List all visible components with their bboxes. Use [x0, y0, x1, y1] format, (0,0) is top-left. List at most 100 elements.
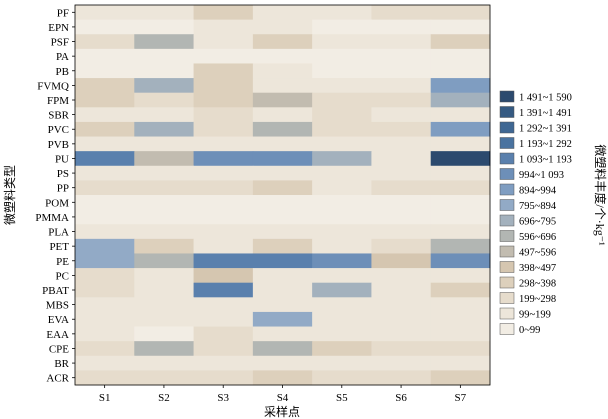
x-tick-label: S4 — [277, 392, 289, 404]
heatmap-cell — [312, 121, 372, 137]
heatmap-cell — [371, 48, 432, 64]
heatmap-cell — [193, 48, 254, 64]
y-tick-label: POM — [45, 197, 69, 209]
heatmap-cell — [75, 326, 135, 342]
heatmap-cell — [193, 121, 254, 137]
legend-label: 795~894 — [519, 201, 557, 212]
legend-label: 1 292~1 391 — [519, 124, 572, 135]
heatmap-cell — [430, 34, 491, 50]
heatmap-cell — [134, 136, 194, 152]
heatmap-cell — [430, 19, 491, 35]
heatmap-cell — [252, 297, 313, 313]
heatmap-cell — [252, 19, 313, 35]
heatmap-cell — [312, 224, 372, 240]
heatmap-cell — [252, 48, 313, 64]
heatmap-cell — [134, 326, 194, 342]
legend-label: 696~795 — [519, 217, 556, 228]
heatmap-cell — [312, 297, 372, 313]
heatmap-cell — [75, 224, 135, 240]
heatmap-cell — [134, 355, 194, 371]
x-tick-label: S5 — [336, 392, 348, 404]
y-tick-label: EVA — [48, 314, 69, 326]
heatmap-cell — [371, 253, 432, 269]
heatmap-cell — [371, 326, 432, 342]
heatmap-cell — [75, 297, 135, 313]
heatmap-cell — [134, 78, 194, 94]
heatmap-cell — [252, 253, 313, 269]
heatmap-cell — [312, 34, 372, 50]
y-tick-label: PC — [56, 270, 69, 282]
y-tick-label: PF — [57, 7, 69, 19]
heatmap-cell — [134, 195, 194, 211]
heatmap-cell — [75, 253, 135, 269]
heatmap-cell — [134, 121, 194, 137]
y-tick-label: PS — [57, 168, 69, 180]
y-tick-label: ACR — [46, 373, 69, 385]
heatmap-cell — [430, 92, 491, 108]
x-tick-labels: S1 S2 S3 S4 S5 S6 S7 — [99, 385, 467, 404]
heatmap-cell — [134, 92, 194, 108]
heatmap-cell — [75, 282, 135, 298]
heatmap-cell — [371, 107, 432, 123]
heatmap-cell — [252, 92, 313, 108]
heatmap-cell — [75, 107, 135, 123]
heatmap-cell — [193, 136, 254, 152]
legend-swatch — [499, 214, 515, 227]
heatmap-cell — [193, 195, 254, 211]
heatmap-cell — [75, 370, 135, 386]
heatmap-cell — [134, 209, 194, 225]
heatmap-cell — [252, 311, 313, 327]
y-tick-label: PE — [56, 256, 69, 268]
y-tick-label: EAA — [46, 329, 69, 341]
heatmap-cell — [134, 180, 194, 196]
heatmap-cell — [252, 165, 313, 181]
heatmap-cell — [193, 5, 254, 21]
legend-swatch — [499, 307, 515, 320]
heatmap-cells — [75, 5, 491, 386]
heatmap-cell — [252, 326, 313, 342]
heatmap-cell — [430, 341, 491, 357]
heatmap-cell — [312, 136, 372, 152]
heatmap-cell — [252, 268, 313, 284]
heatmap-cell — [371, 19, 432, 35]
heatmap-cell — [430, 253, 491, 269]
y-tick-labels: PF EPN PSF PA PB FVMQ FPM SBR PVC PVB PU PS PP POM PMM… — [35, 7, 75, 385]
heatmap-cell — [75, 165, 135, 181]
heatmap-cell — [312, 151, 372, 167]
heatmap-cell — [75, 34, 135, 50]
heatmap-cell — [312, 209, 372, 225]
heatmap-cell — [193, 341, 254, 357]
heatmap-cell — [430, 224, 491, 240]
legend-swatch — [499, 137, 515, 149]
heatmap-cell — [134, 224, 194, 240]
heatmap-cell — [371, 34, 432, 50]
colorbar-label: 微塑料丰度/个·kg⁻¹ — [593, 144, 608, 246]
x-tick-label: S3 — [217, 392, 229, 404]
heatmap-cell — [371, 195, 432, 211]
y-tick-label: FVMQ — [37, 80, 69, 92]
legend-label: 894~994 — [519, 186, 557, 197]
legend-label: 298~398 — [519, 279, 556, 290]
heatmap-cell — [312, 92, 372, 108]
heatmap-cell — [371, 136, 432, 152]
heatmap-cell — [312, 48, 372, 64]
heatmap-cell — [134, 297, 194, 313]
legend-swatch — [499, 230, 515, 242]
heatmap-cell — [252, 34, 313, 50]
heatmap-cell — [312, 238, 372, 254]
heatmap-cell — [371, 311, 432, 327]
heatmap-cell — [430, 268, 491, 284]
legend: 1 491~1 590 1 391~1 491 1 292~1 391 1 193~1… — [499, 90, 572, 336]
heatmap-cell — [75, 48, 135, 64]
legend-swatch — [499, 90, 515, 103]
heatmap-cell — [252, 180, 313, 196]
heatmap-cell — [75, 195, 135, 211]
heatmap-cell — [430, 195, 491, 211]
heatmap-cell — [312, 19, 372, 35]
heatmap-cell — [312, 195, 372, 211]
legend-swatch — [499, 121, 515, 134]
heatmap-cell — [312, 355, 372, 371]
heatmap-cell — [75, 92, 135, 108]
heatmap-cell — [312, 107, 372, 123]
heatmap-cell — [312, 253, 372, 269]
